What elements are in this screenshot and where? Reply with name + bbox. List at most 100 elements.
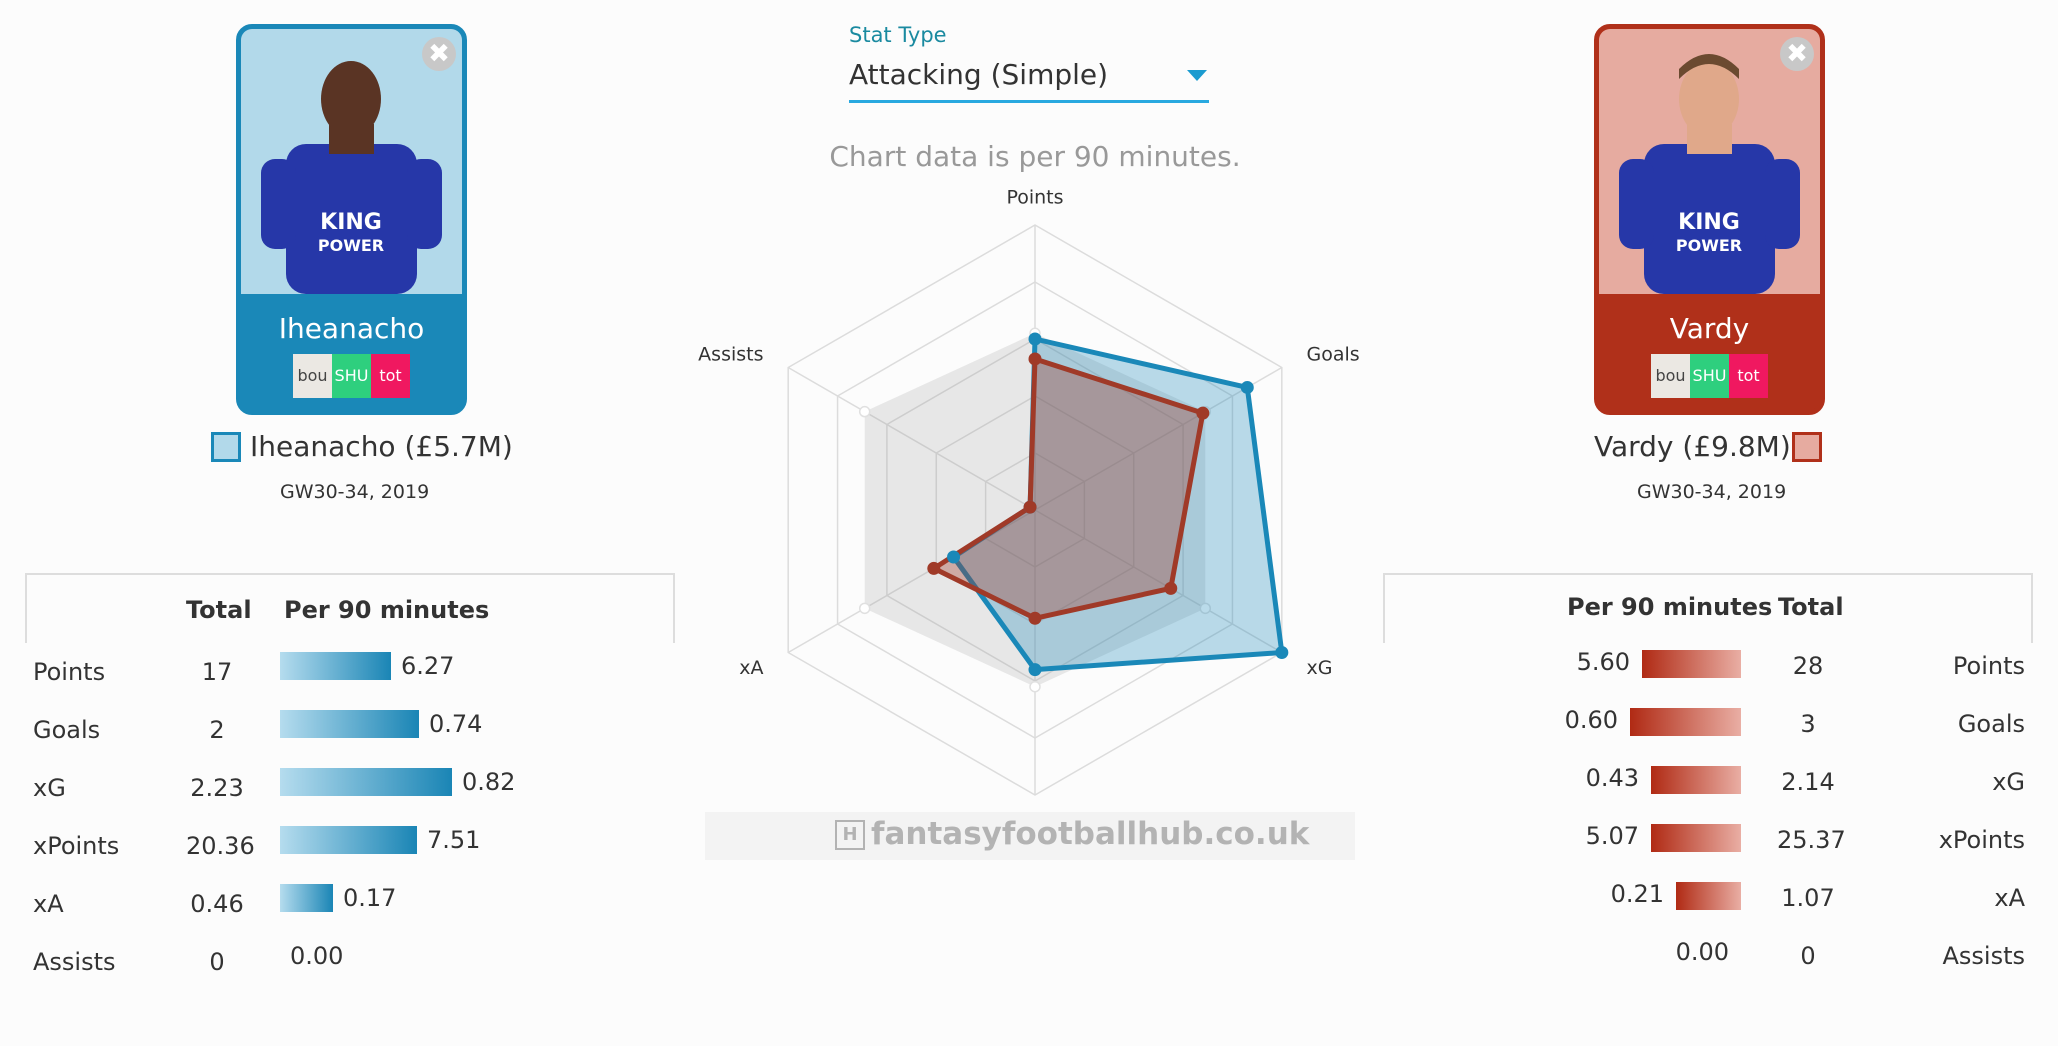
left-per90-value: 0.74 [429,710,483,738]
right-legend-swatch[interactable] [1792,432,1822,462]
left-player-silhouette: KING POWER [261,61,442,294]
radar-axis-label: Assists [698,343,763,365]
right-fixtures: bou SHU tot [1599,354,1820,398]
left-per90-value: 7.51 [427,826,481,854]
left-stats-table-frame [25,573,675,643]
right-stat-total: 28 [1792,652,1824,680]
right-stat-total: 25.37 [1777,826,1846,854]
chevron-down-icon[interactable] [1187,70,1207,81]
right-stat-total: 1.07 [1781,884,1835,912]
stat-type-label: Stat Type [849,23,947,47]
radar-point-right[interactable] [927,561,941,575]
right-per90-bar [1630,708,1741,736]
logo-icon: H [835,820,865,850]
radar-spoke [787,509,1036,654]
left-per90-bar [280,768,452,796]
svg-text:KING: KING [1678,210,1740,235]
right-fixture-shu: SHU [1690,354,1729,398]
right-stat-name: Assists [1942,942,2025,970]
left-player-label: Iheanacho (£5.7M) [250,430,513,463]
radar-point-left[interactable] [1240,380,1254,394]
stat-type-select[interactable]: Attacking (Simple) [849,52,1209,103]
right-player-card[interactable]: KING POWER ✖ Vardy bou SHU tot [1594,24,1825,415]
left-header-total: Total [186,596,252,624]
right-card-name: Vardy [1669,312,1750,345]
radar-spoke [1034,366,1283,511]
left-per90-bar [280,652,391,680]
radar-reference-point [858,602,871,615]
left-fixture-bou: bou [293,354,332,398]
right-per90-value: 5.07 [1585,822,1639,850]
right-header-per90: Per 90 minutes [1567,593,1773,621]
right-header-total: Total [1778,593,1844,621]
left-close-icon[interactable]: ✖ [422,37,456,71]
radar-reference-point [858,405,871,418]
right-player-label: Vardy (£9.8M) [1594,430,1791,463]
left-player-card[interactable]: KING POWER ✖ Iheanacho bou SHU tot [236,24,467,415]
right-stat-name: Points [1952,652,2025,680]
left-stat-total: 0.46 [190,890,244,918]
left-card-name: Iheanacho [278,312,425,345]
radar-point-left[interactable] [947,550,961,564]
left-per90-value: 0.17 [343,884,397,912]
left-fixture-shu: SHU [332,354,371,398]
right-per90-value: 5.60 [1576,648,1630,676]
left-fixture-tot: tot [371,354,410,398]
left-per90-value: 6.27 [401,652,455,680]
radar-spoke [1034,509,1283,654]
left-per90-bar [280,884,333,912]
svg-text:POWER: POWER [318,236,384,255]
radar-point-left[interactable] [1028,663,1042,677]
left-stat-name: Points [33,658,106,686]
left-stat-total: 20.36 [186,832,255,860]
right-per90-value: 0.43 [1585,764,1639,792]
right-per90-value: 0.00 [1675,938,1729,966]
right-stat-total: 0 [1800,942,1816,970]
radar-reference-point [1199,602,1212,615]
left-per90-bar [280,710,419,738]
right-stat-name: xG [1992,768,2025,796]
radar-point-left[interactable] [1275,646,1289,659]
left-player-period: GW30-34, 2019 [280,481,430,503]
left-stat-name: xA [33,890,64,918]
left-stat-total: 0 [209,948,225,976]
watermark-text: fantasyfootballhub.co.uk [871,816,1310,852]
radar-reference-point [1029,680,1041,693]
watermark: H fantasyfootballhub.co.uk [705,812,1355,860]
radar-point-right[interactable] [1164,581,1178,595]
radar-axis-label: xA [739,657,763,679]
right-player-period: GW30-34, 2019 [1637,481,1787,503]
left-stat-name: xPoints [33,832,120,860]
right-per90-value: 0.21 [1610,880,1664,908]
right-per90-value: 0.60 [1564,706,1618,734]
left-header-per90: Per 90 minutes [284,596,490,624]
right-stat-name: xPoints [1938,826,2025,854]
left-stat-total: 2 [209,716,225,744]
right-close-icon[interactable]: ✖ [1780,37,1814,71]
svg-text:KING: KING [320,210,382,235]
right-stat-total: 3 [1800,710,1816,738]
radar-chart: PointsGoalsxGxPointsxAAssists [698,187,1359,831]
left-stat-total: 2.23 [190,774,244,802]
left-fixtures: bou SHU tot [241,354,462,398]
right-player-photo: KING POWER [1599,29,1820,294]
right-fixture-tot: tot [1729,354,1768,398]
radar-point-right[interactable] [1028,352,1042,366]
radar-axis-label: Points [1006,187,1063,209]
radar-point-right[interactable] [1196,406,1210,420]
left-stat-name: Goals [33,716,101,744]
radar-point-right[interactable] [1023,500,1037,514]
right-per90-bar [1651,824,1741,852]
left-stat-total: 17 [201,658,233,686]
radar-point-left[interactable] [1028,332,1042,346]
radar-point-right[interactable] [1028,611,1042,625]
right-per90-bar [1642,650,1741,678]
svg-text:POWER: POWER [1676,236,1742,255]
left-per90-bar [280,826,417,854]
left-stat-name: Assists [33,948,116,976]
left-legend-swatch[interactable] [211,432,241,462]
right-fixture-bou: bou [1651,354,1690,398]
radar-axis-label: Goals [1306,343,1359,365]
right-per90-bar [1651,766,1741,794]
radar-spoke [787,366,1036,511]
